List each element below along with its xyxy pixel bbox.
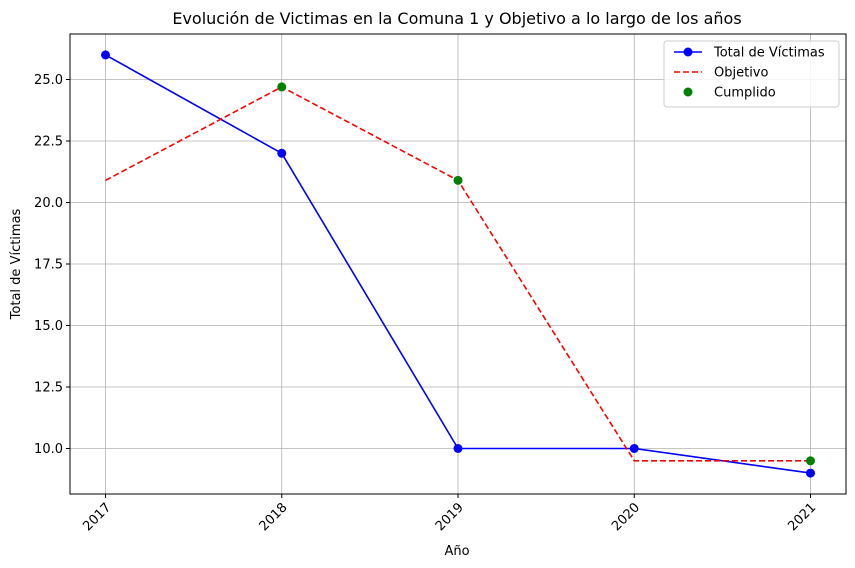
x-tick-label: 2017 xyxy=(80,500,114,534)
legend-marker-handle xyxy=(683,47,693,57)
y-tick-label: 22.5 xyxy=(34,135,63,150)
data-point-0 xyxy=(629,443,639,453)
data-point-0 xyxy=(277,148,287,158)
legend-marker-handle xyxy=(683,87,693,97)
x-tick-label: 2019 xyxy=(433,500,467,534)
x-axis-label: Año xyxy=(444,544,469,559)
data-point-0 xyxy=(453,443,463,453)
chart-title: Evolución de Victimas en la Comuna 1 y O… xyxy=(172,9,741,28)
legend-label: Cumplido xyxy=(714,86,776,101)
y-tick-label: 12.5 xyxy=(34,380,63,395)
data-point-2 xyxy=(453,175,463,185)
legend-label: Total de Víctimas xyxy=(713,46,825,61)
x-tick-label: 2018 xyxy=(257,500,291,534)
x-tick-label: 2021 xyxy=(785,500,819,534)
series-layer xyxy=(101,50,815,478)
legend: Total de Víctimas Objetivo Cumplido xyxy=(663,40,840,108)
y-tick-label: 20.0 xyxy=(34,196,63,211)
y-tick-label: 25.0 xyxy=(34,73,63,88)
data-point-2 xyxy=(277,82,287,92)
data-point-2 xyxy=(806,456,815,466)
legend-label: Objetivo xyxy=(714,66,768,81)
data-point-0 xyxy=(101,50,110,60)
x-tick-label: 2020 xyxy=(609,500,643,534)
y-tick-label: 15.0 xyxy=(34,319,63,334)
legend-box xyxy=(663,40,840,108)
y-axis-label: Total de Víctimas xyxy=(9,208,24,320)
y-tick-label: 17.5 xyxy=(34,258,63,273)
y-tick-label: 10.0 xyxy=(34,442,63,457)
ticks: 2017 2018 2019 2020 2021 10.0 12.5 15.0 17.5 20.0… xyxy=(34,73,819,534)
data-point-0 xyxy=(806,468,815,478)
